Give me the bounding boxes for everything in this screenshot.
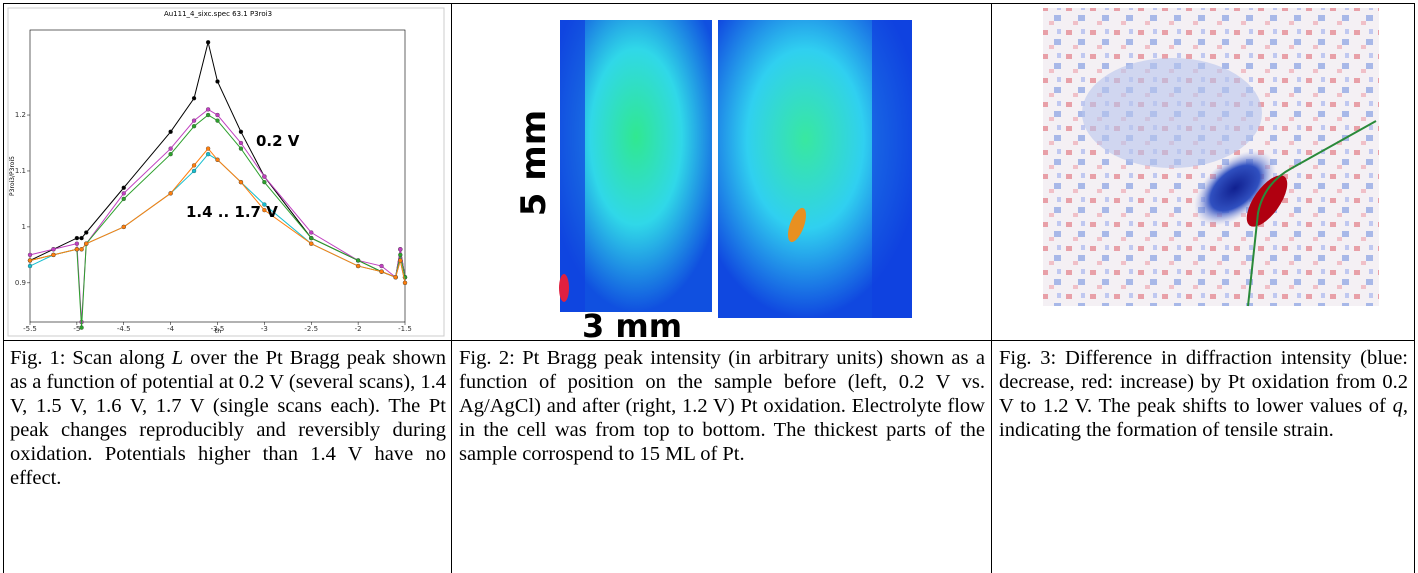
difference-map	[1043, 8, 1379, 307]
blue-region	[1082, 58, 1262, 168]
map-shade	[872, 20, 912, 318]
data-point	[84, 230, 89, 235]
caption: Fig. 2: Pt Bragg peak intensity (in arbi…	[459, 346, 985, 466]
green-line	[1247, 120, 1377, 307]
data-point	[262, 180, 267, 185]
data-point	[74, 235, 80, 241]
data-point	[215, 79, 220, 84]
data-point	[238, 146, 244, 151]
data-point	[79, 247, 84, 252]
data-point	[215, 112, 220, 118]
data-point	[121, 196, 126, 202]
x-tick-label: -3.5	[211, 325, 225, 333]
data-point	[27, 258, 33, 263]
data-point	[168, 191, 173, 196]
annotation: 1.4 .. 1.7 V	[186, 203, 278, 221]
data-point	[79, 325, 84, 330]
italic-symbol: q	[1392, 395, 1403, 417]
data-point	[74, 241, 80, 246]
caption: Fig. 3: Difference in diffraction intens…	[999, 346, 1408, 442]
map-shade	[560, 20, 585, 312]
data-point	[309, 230, 314, 235]
data-point	[27, 263, 33, 269]
caption-text: , indicating the formation of tensile st…	[999, 395, 1408, 441]
data-point	[238, 140, 244, 146]
y-tick-label: 1	[22, 223, 26, 231]
data-point	[402, 280, 408, 285]
data-point	[205, 152, 211, 157]
data-point	[398, 247, 403, 252]
data-point	[205, 112, 211, 118]
x-tick-label: -4.5	[117, 325, 131, 333]
data-point	[79, 235, 84, 241]
y-tick-label: 0.9	[15, 279, 26, 287]
data-point	[121, 185, 126, 190]
y-label: P3roi3/P3roi5	[9, 156, 16, 196]
data-point	[262, 174, 267, 179]
width-label: 3 mm	[582, 307, 682, 340]
data-point	[398, 252, 403, 258]
data-point	[205, 40, 211, 45]
data-point	[74, 247, 80, 252]
data-point	[205, 146, 211, 151]
data-point	[27, 252, 33, 258]
data-point	[379, 269, 384, 274]
x-label: th	[215, 328, 221, 335]
data-point	[168, 146, 173, 151]
data-point	[262, 207, 267, 213]
data-point	[398, 258, 403, 263]
data-point	[309, 241, 314, 246]
x-tick-label: -2	[355, 325, 362, 333]
x-tick-label: -2.5	[304, 325, 318, 333]
data-point	[191, 96, 197, 101]
plot-title: Au111_4_sixc.spec 63.1 P3roi3	[164, 10, 272, 18]
hot-spot	[787, 207, 807, 243]
data-point	[238, 129, 244, 134]
data-point	[51, 252, 56, 258]
data-point	[51, 247, 56, 252]
plot-frame	[7, 7, 445, 337]
data-point	[191, 168, 197, 174]
x-tick-label: -1.5	[398, 325, 412, 333]
data-point	[238, 180, 244, 185]
italic-symbol: L	[171, 347, 184, 369]
y-tick-label: 1.2	[15, 111, 26, 119]
caption-text: Fig. 2: Pt Bragg peak intensity (in arbi…	[459, 347, 985, 465]
data-point	[379, 263, 384, 269]
plot: Au111_4_sixc.spec 63.1 P3roi3 th P3roi3/…	[7, 7, 445, 337]
data-point	[215, 157, 220, 162]
x-tick-label: -3	[261, 325, 268, 333]
map-before	[560, 20, 712, 312]
data-point	[191, 118, 197, 123]
caption: Fig. 1: Scan along L over the Pt Bragg p…	[10, 346, 446, 490]
data-point	[191, 163, 197, 168]
data-point	[262, 202, 267, 207]
caption-text: Fig. 3: Difference in diffraction intens…	[999, 347, 1408, 417]
data-point	[168, 152, 173, 157]
intensity-maps: 5 mm 3 mm	[514, 20, 912, 340]
data-point	[121, 224, 126, 230]
data-point	[205, 107, 211, 112]
cell	[991, 340, 1415, 573]
data-point	[121, 191, 126, 196]
data-point	[355, 258, 361, 263]
data-point	[393, 275, 398, 280]
x-tick-label: -5	[73, 325, 80, 333]
caption-text: Fig. 1: Scan along	[10, 347, 172, 369]
hot-spot	[559, 274, 569, 302]
y-tick-label: 1.1	[15, 167, 26, 175]
data-point	[191, 124, 197, 129]
x-tick-label: -5.5	[23, 325, 37, 333]
data-point	[355, 263, 361, 269]
data-point	[215, 118, 220, 123]
data-point	[168, 129, 173, 134]
annotation: 0.2 V	[256, 132, 300, 150]
data-point	[309, 235, 314, 241]
red-peak	[1246, 175, 1288, 227]
caption-text: over the Pt Bragg peak shown as a functi…	[10, 347, 446, 489]
height-label: 5 mm	[514, 110, 554, 216]
x-tick-label: -4	[167, 325, 175, 333]
data-point	[84, 241, 89, 246]
